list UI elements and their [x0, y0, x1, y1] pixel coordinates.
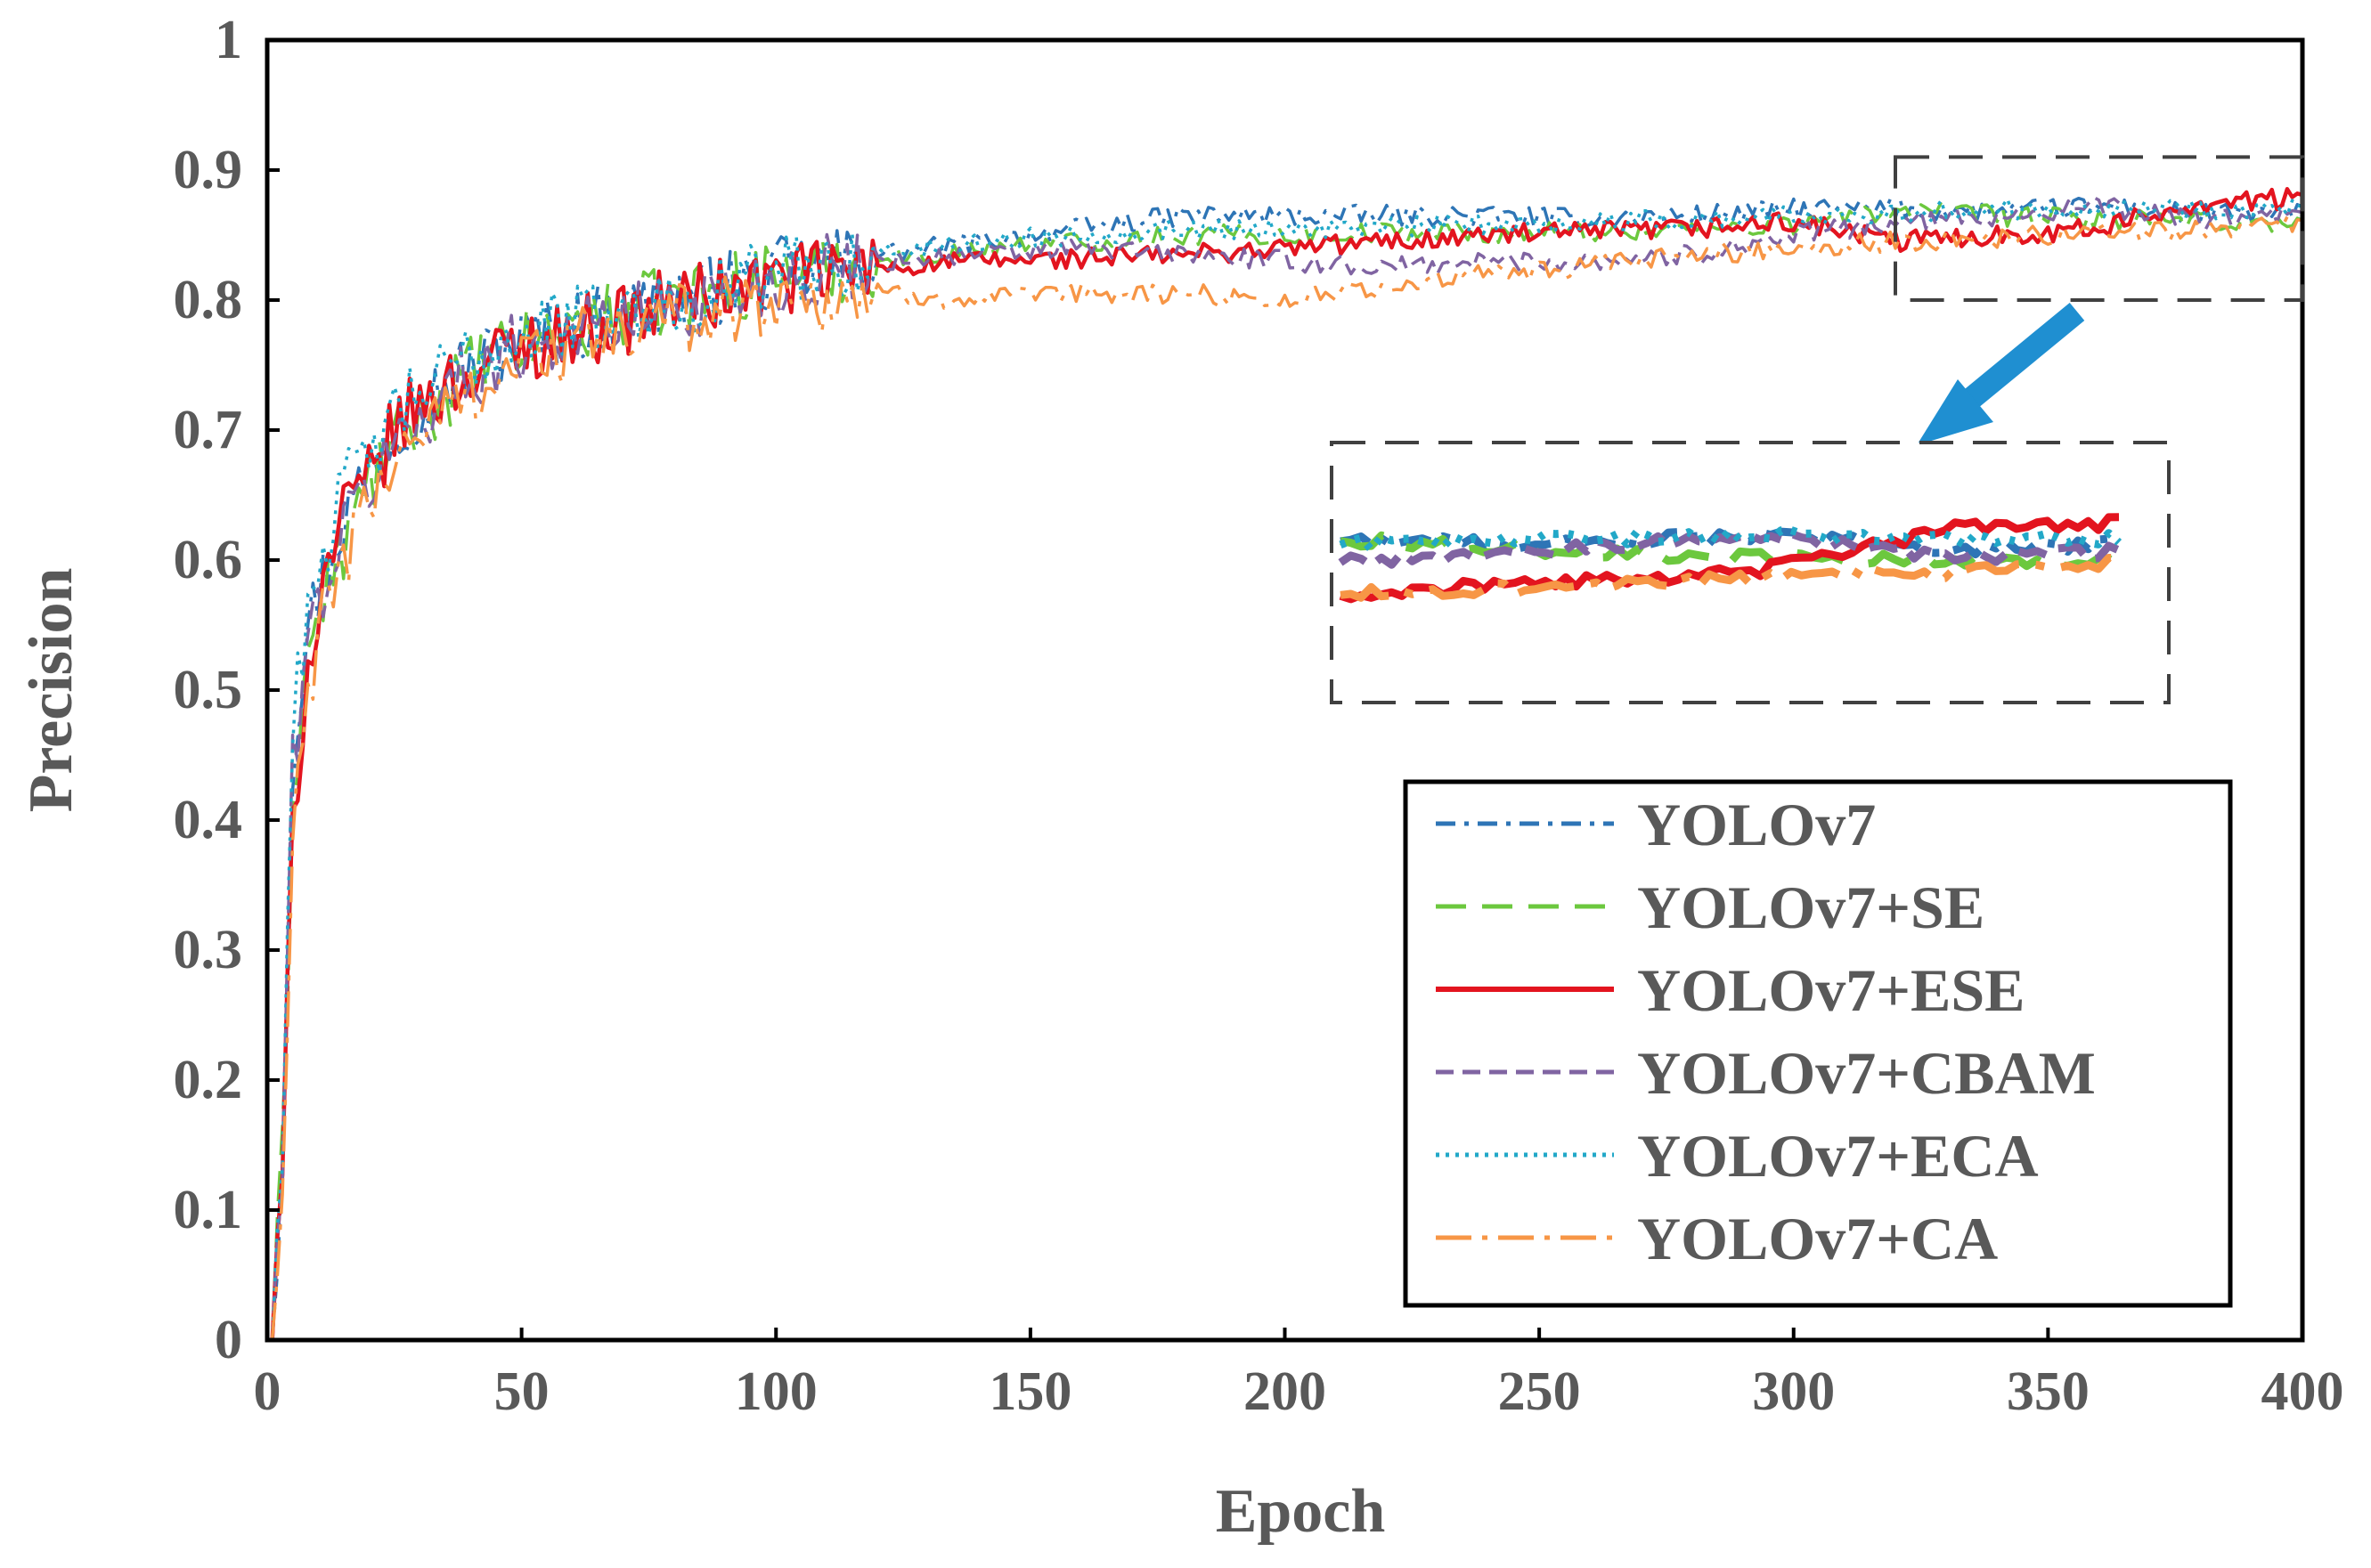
y-tick-label: 1 [215, 10, 242, 70]
series-line-yolov7-ese [270, 187, 2303, 1341]
y-tick-label: 0.1 [174, 1180, 243, 1240]
legend-label-yolov7-ca: YOLOv7+CA [1637, 1205, 1998, 1272]
zoom-series-line-yolov7-ese [1339, 513, 2120, 604]
y-tick-label: 0.3 [174, 920, 243, 980]
x-tick-label: 300 [1752, 1361, 1835, 1422]
x-tick-label: 50 [494, 1361, 550, 1422]
legend-label-yolov7-cbam: YOLOv7+CBAM [1637, 1039, 2096, 1107]
legend-label-yolov7: YOLOv7 [1637, 791, 1876, 858]
y-tick-label: 0.6 [174, 530, 243, 590]
x-tick-label: 250 [1498, 1361, 1581, 1422]
zoom-series-layer [1338, 513, 2122, 604]
y-tick-label: 0.4 [174, 790, 243, 850]
tick-layer: 0 50 100 150 200 250 300 350 400 0 0.1 0.2 0.3 0.4 0.5… [174, 10, 2344, 1422]
x-tick-label: 150 [989, 1361, 1071, 1422]
zoom-series-line-yolov7-cbam [1338, 530, 2121, 570]
zoom-series-line-yolov7-se [1340, 531, 2122, 571]
zoom-source-box [1894, 155, 2304, 302]
y-tick-label: 0.2 [174, 1050, 243, 1110]
legend-label-yolov7-ese: YOLOv7+ESE [1637, 956, 2025, 1024]
legend-label-yolov7-eca: YOLOv7+ECA [1637, 1122, 2039, 1190]
x-tick-label: 200 [1243, 1361, 1326, 1422]
x-axis-title: Epoch [1216, 1477, 1386, 1546]
y-tick-label: 0.8 [174, 270, 243, 330]
series-line-yolov7-ca [270, 215, 2303, 1338]
y-tick-label: 0 [215, 1310, 242, 1370]
x-tick-label: 100 [735, 1361, 818, 1422]
legend-box [1403, 779, 2233, 1308]
series-line-yolov7-cbam [270, 195, 2303, 1341]
series-layer [270, 187, 2303, 1341]
legend-label-yolov7-se: YOLOv7+SE [1637, 873, 1984, 941]
y-axis-title: Precision [17, 568, 86, 813]
x-tick-label: 0 [254, 1361, 281, 1422]
series-line-yolov7-eca [270, 197, 2303, 1341]
y-tick-label: 0.7 [174, 400, 243, 460]
series-line-yolov7-se [270, 200, 2303, 1341]
zoom-series-line-yolov7-ca [1340, 554, 2120, 602]
x-tick-label: 400 [2261, 1361, 2344, 1422]
zoom-arrow [1917, 302, 2085, 445]
x-tick-label: 350 [2007, 1361, 2090, 1422]
legend: YOLOv7 YOLOv7+SE YOLOv7+ESE YOLOv7+CBAM YOLO… [1403, 779, 2233, 1308]
y-tick-label: 0.9 [174, 140, 243, 200]
y-tick-label: 0.5 [174, 660, 243, 720]
